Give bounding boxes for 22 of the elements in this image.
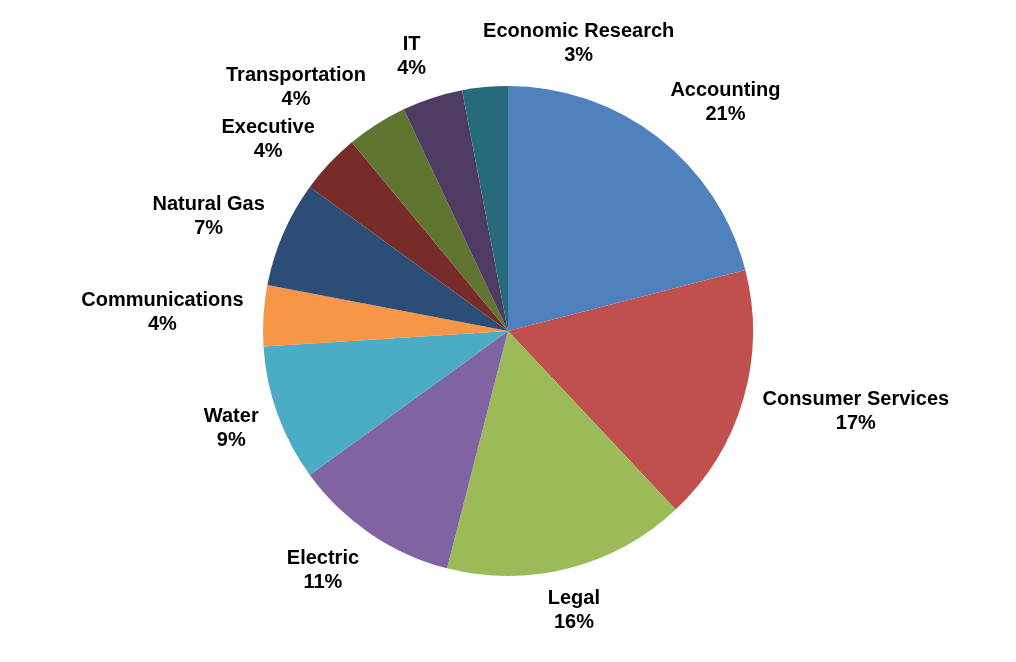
data-label: 3% (564, 42, 594, 65)
data-label: 4% (147, 312, 178, 335)
slice-label: Electric (286, 545, 360, 568)
slice-label: Communications (81, 288, 244, 311)
data-label: 4% (281, 86, 311, 109)
data-label: 9% (216, 428, 246, 451)
slice-label: Transportation (225, 62, 367, 85)
data-label: 11% (303, 569, 343, 592)
data-label: 17% (835, 411, 877, 434)
slice-label: Natural Gas (152, 191, 265, 214)
data-label: 7% (194, 215, 224, 238)
data-label: 21% (705, 102, 746, 125)
slice-label: Economic Research (483, 18, 675, 41)
data-label: 4% (397, 55, 427, 78)
slice-label: Executive (221, 114, 315, 137)
slice-label: Accounting (670, 78, 781, 101)
slice-label: Legal (547, 586, 601, 609)
data-label: 4% (253, 138, 283, 161)
slice-label: IT (402, 31, 421, 54)
slice-label: Water (203, 404, 259, 427)
data-label: 16% (553, 610, 595, 633)
slice-label: Consumer Services (762, 387, 950, 410)
